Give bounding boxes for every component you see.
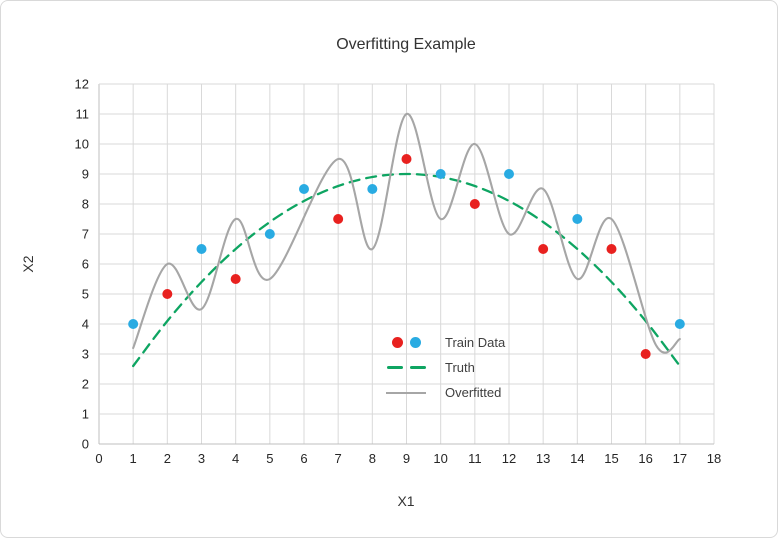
train-data-point	[504, 169, 514, 179]
train-data-point	[264, 229, 275, 239]
legend: Train Data Truth Overfitted	[376, 330, 505, 405]
train-data-point	[367, 184, 378, 194]
train-data-point	[538, 244, 549, 254]
x-tick-label: 3	[198, 451, 205, 466]
train-data-point	[640, 349, 651, 359]
x-tick-label: 5	[266, 451, 273, 466]
x-tick-label: 18	[707, 451, 721, 466]
overfitted-marker	[376, 391, 436, 394]
x-tick-label: 11	[468, 451, 482, 466]
x-tick-label: 7	[335, 451, 342, 466]
x-tick-label: 10	[433, 451, 447, 466]
truth-marker	[376, 366, 436, 369]
x-tick-label: 17	[673, 451, 687, 466]
y-tick-label: 0	[82, 437, 89, 452]
x-tick-label: 0	[95, 451, 102, 466]
truth-dash-icon	[409, 366, 426, 369]
train-data-red-dot-icon	[391, 337, 403, 348]
x-tick-label: 16	[638, 451, 652, 466]
legend-label: Overfitted	[445, 385, 502, 400]
train-data-point	[128, 319, 139, 329]
train-data-blue-dot-icon	[409, 337, 421, 348]
train-data-point	[196, 244, 207, 254]
x-tick-label: 15	[604, 451, 618, 466]
train-data-point	[435, 169, 446, 179]
x-tick-label: 6	[300, 451, 307, 466]
x-tick-label: 13	[536, 451, 550, 466]
y-axis-title: X2	[20, 255, 36, 273]
train-data-point	[333, 214, 344, 224]
legend-item-truth: Truth	[376, 355, 505, 380]
x-axis-title: X1	[397, 493, 415, 509]
y-tick-label: 2	[82, 377, 89, 392]
y-tick-label: 1	[82, 407, 89, 422]
x-tick-label: 1	[130, 451, 137, 466]
train-data-point	[401, 154, 412, 164]
x-tick-label: 2	[164, 451, 171, 466]
train-data-point	[674, 319, 685, 329]
train-data-point	[299, 184, 309, 194]
train-data-marker	[376, 337, 436, 348]
y-tick-label: 8	[82, 197, 89, 212]
x-tick-label: 12	[502, 451, 516, 466]
train-data-point	[230, 274, 241, 284]
overfitted-line	[132, 112, 681, 354]
legend-label: Truth	[445, 360, 475, 375]
train-data-point	[572, 214, 583, 224]
y-tick-label: 10	[75, 137, 89, 152]
y-tick-label: 3	[82, 347, 89, 362]
y-tick-label: 4	[82, 317, 89, 332]
x-tick-label: 14	[570, 451, 584, 466]
legend-item-overfitted: Overfitted	[376, 380, 505, 405]
legend-item-train-data: Train Data	[376, 330, 505, 355]
train-data-point	[606, 244, 617, 254]
chart-title: Overfitting Example	[336, 36, 476, 53]
x-tick-label: 8	[369, 451, 376, 466]
y-tick-label: 12	[75, 77, 89, 92]
y-tick-label: 11	[76, 107, 90, 122]
overfitted-line-icon	[386, 391, 426, 394]
x-tick-label: 9	[403, 451, 410, 466]
y-tick-label: 5	[82, 287, 89, 302]
truth-line	[132, 172, 681, 368]
y-tick-label: 7	[82, 227, 89, 242]
train-data-point	[162, 289, 173, 299]
y-tick-label: 6	[82, 257, 89, 272]
y-tick-label: 9	[82, 167, 89, 182]
legend-label: Train Data	[445, 335, 506, 350]
truth-dash-icon	[386, 366, 403, 369]
train-data-point	[469, 199, 480, 209]
x-tick-label: 4	[232, 451, 239, 466]
